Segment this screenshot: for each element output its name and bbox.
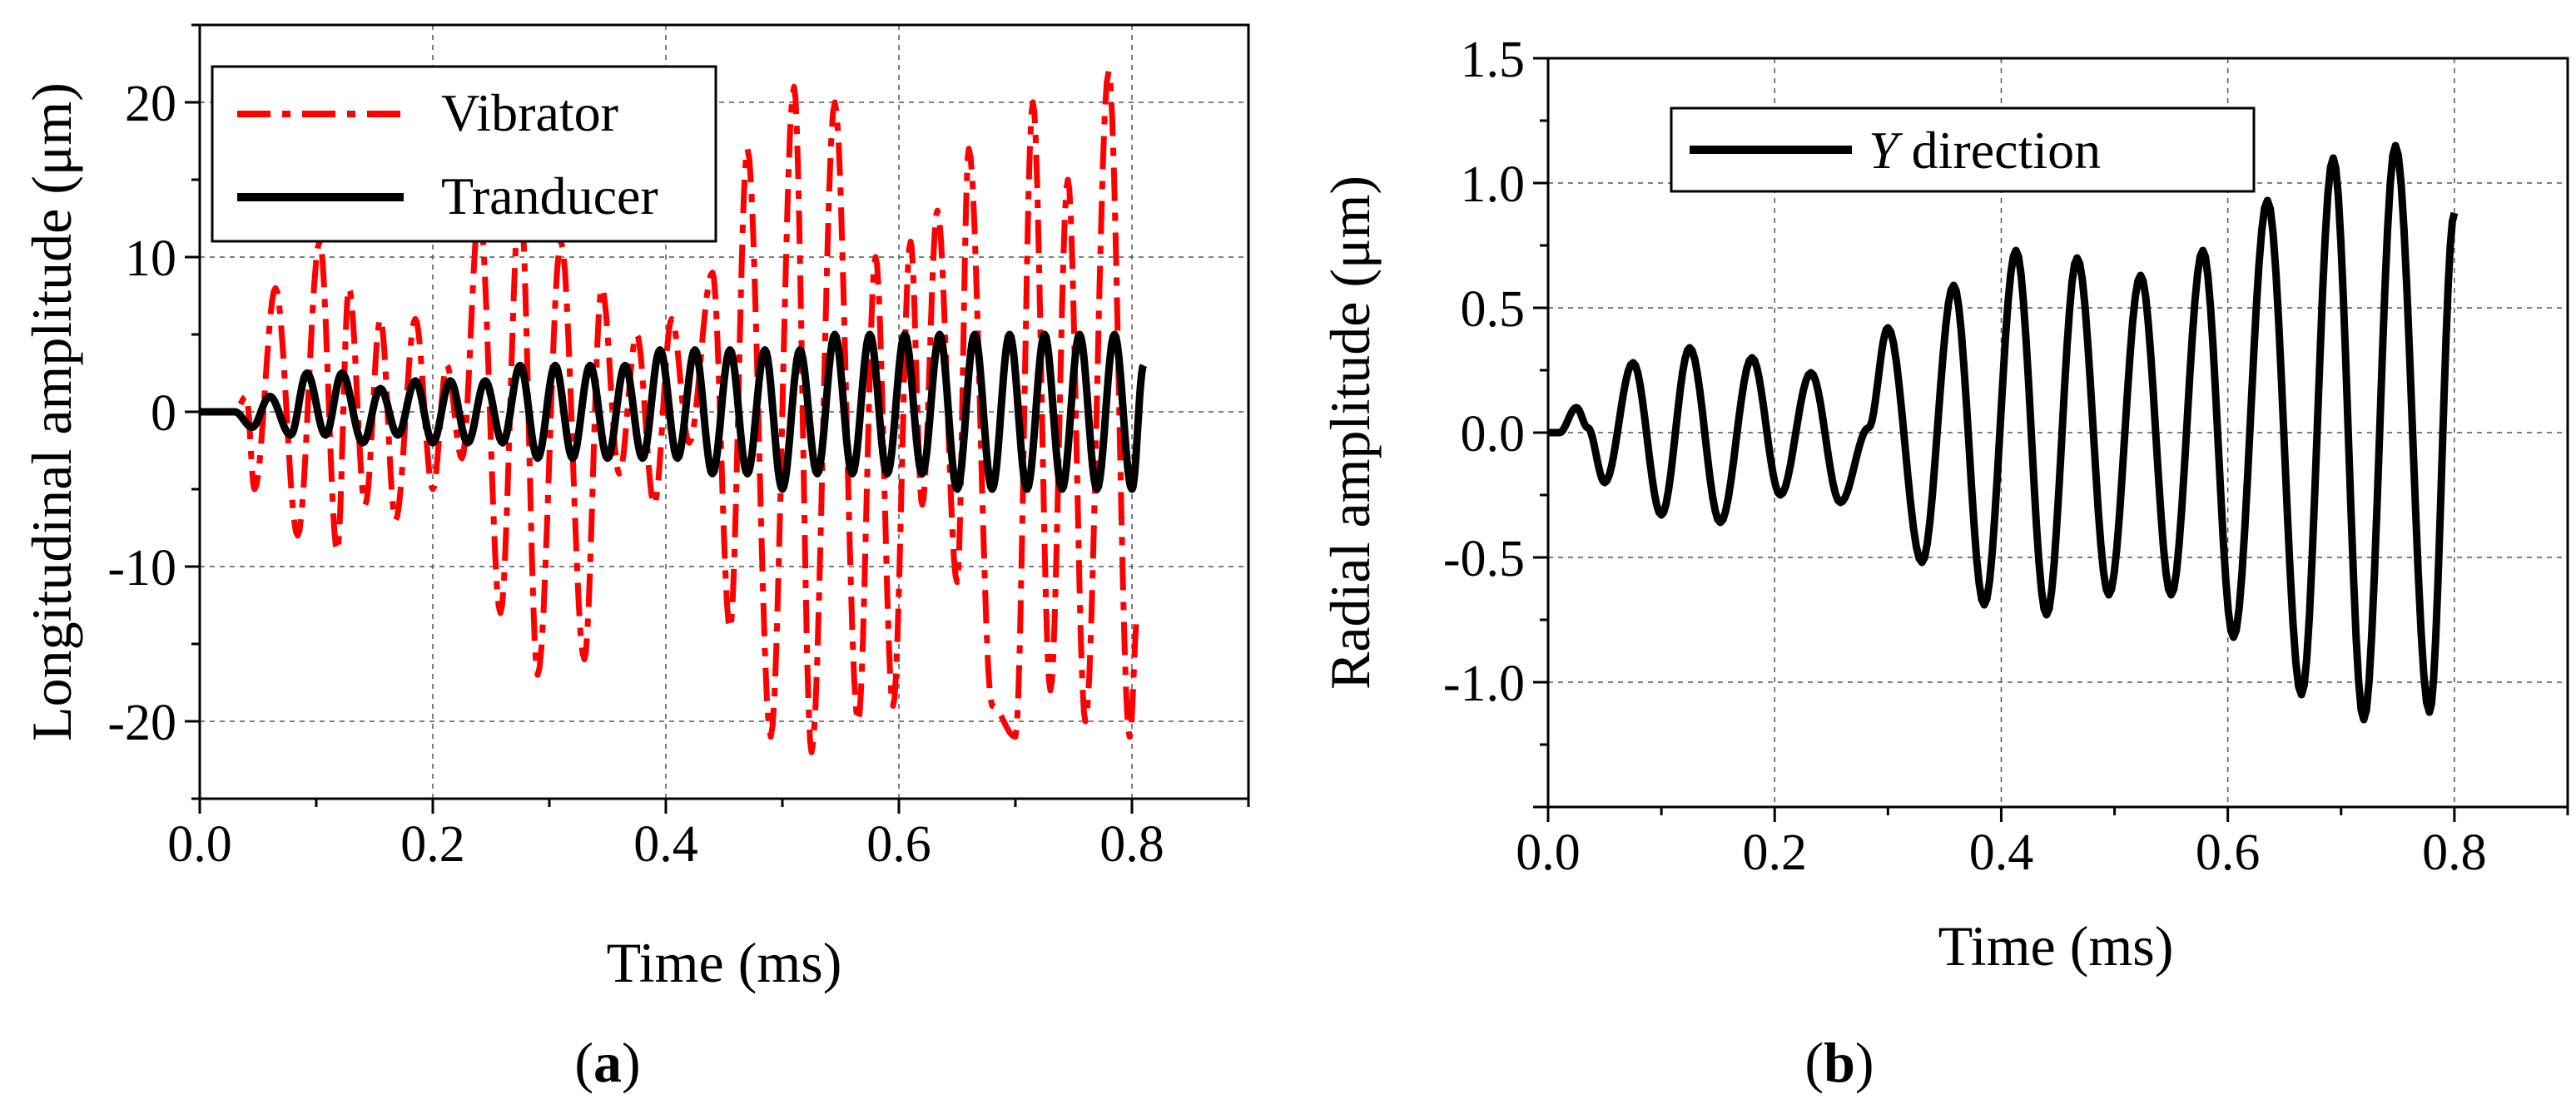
chart-b-ytick-label: 0.5 xyxy=(1461,281,1526,338)
panel-b-caption: (b) xyxy=(1804,1031,1874,1094)
chart-b-xlabel: Time (ms) xyxy=(1938,914,2174,978)
chart-b-ytick-label: 1.0 xyxy=(1461,156,1526,213)
chart-a-series-line-0 xyxy=(200,68,1141,755)
chart-b-series-line-0 xyxy=(1548,141,2459,724)
chart-a-series-line-1 xyxy=(200,330,1148,493)
chart-a: 0.0 0.2 0.4 0.6 0.8 -20 -10 0 10 20 Time (ms) Lo… xyxy=(20,23,1250,1094)
chart-b-xtick-label: 0.6 xyxy=(2196,824,2261,881)
chart-a-xlabel: Time (ms) xyxy=(607,931,842,994)
chart-a-ytick-label: -10 xyxy=(107,540,176,597)
chart-a-ylabel: Longitudinal amplitude (μm) xyxy=(20,82,83,741)
chart-b-xtick-label: 0.8 xyxy=(2422,824,2487,881)
panel-b-caption-letter: b xyxy=(1824,1031,1855,1094)
chart-b-xtick-label: 0.2 xyxy=(1742,824,1807,881)
chart-a-xtick-label: 0.8 xyxy=(1099,816,1164,873)
chart-b-ytick-label: -1.0 xyxy=(1443,656,1525,712)
chart-b-ylabel: Radial amplitude (μm) xyxy=(1318,176,1382,690)
chart-b-ytick-label: 1.5 xyxy=(1461,32,1526,88)
legend-label-y-direction: Y direction xyxy=(1869,121,2101,180)
chart-a-ytick-label: 10 xyxy=(125,230,176,287)
chart-b: 0.0 0.2 0.4 0.6 0.8 -1.0 -0.5 0.0 0.5 1.0 1.5 Tim… xyxy=(1298,0,2576,1109)
chart-a-legend-box xyxy=(211,65,717,243)
chart-a-legend: Vibrator Tranducer xyxy=(211,65,717,243)
chart-b-ytick-label: -0.5 xyxy=(1443,531,1525,587)
chart-a-ytick-label: 0 xyxy=(151,385,176,442)
chart-a-xtick-label: 0.2 xyxy=(400,816,465,873)
chart-a-ytick-label: -20 xyxy=(107,695,176,751)
legend-label-y-rest: direction xyxy=(1898,121,2101,180)
chart-a-ytick-label: 20 xyxy=(125,76,176,132)
panel-a-caption-letter: a xyxy=(593,1031,622,1094)
legend-label-y-italic: Y xyxy=(1869,121,1903,180)
panel-a-caption: (a) xyxy=(574,1031,640,1094)
legend-label-tranducer: Tranducer xyxy=(441,166,658,225)
chart-b-ytick-label: 0.0 xyxy=(1461,406,1526,463)
figure-panel-a: 0.0 0.2 0.4 0.6 0.8 -20 -10 0 10 20 Time (ms) Lo… xyxy=(20,23,1250,1094)
chart-a-xtick-label: 0.6 xyxy=(866,816,931,873)
chart-b-legend: Y direction xyxy=(1670,106,2256,193)
chart-a-xtick-label: 0.0 xyxy=(167,816,232,873)
chart-a-xtick-label: 0.4 xyxy=(633,816,698,873)
chart-b-xtick-label: 0.4 xyxy=(1969,824,2034,881)
figure-panel-b: 0.0 0.2 0.4 0.6 0.8 -1.0 -0.5 0.0 0.5 1.0 1.5 Tim… xyxy=(1298,0,2576,1109)
legend-label-vibrator: Vibrator xyxy=(441,83,618,142)
chart-b-xtick-label: 0.0 xyxy=(1516,824,1581,881)
